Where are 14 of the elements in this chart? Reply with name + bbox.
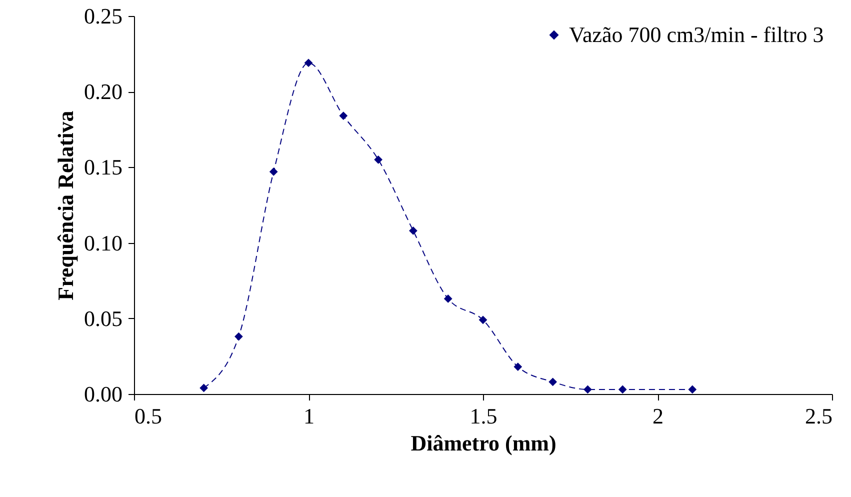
x-tick-label: 2.5	[805, 404, 832, 428]
y-tick-label: 0.10	[84, 230, 122, 256]
y-tick-label: 0.15	[84, 154, 122, 180]
y-tick-label: 0.25	[84, 4, 122, 28]
x-tick-label: 1.5	[470, 404, 498, 428]
x-axis-title: Diâmetro (mm)	[410, 430, 556, 456]
x-tick-label: 0.5	[134, 404, 162, 428]
x-tick-label: 1	[304, 404, 314, 428]
x-tick-label: 2	[652, 404, 664, 428]
y-tick-label: 0.00	[84, 382, 122, 406]
legend-label: Vazão 700 cm3/min - filtro 3	[569, 22, 824, 47]
y-tick-label: 0.20	[84, 79, 122, 104]
y-tick-label: 0.05	[84, 306, 122, 331]
y-axis-title: Frequência Relativa	[53, 110, 78, 300]
